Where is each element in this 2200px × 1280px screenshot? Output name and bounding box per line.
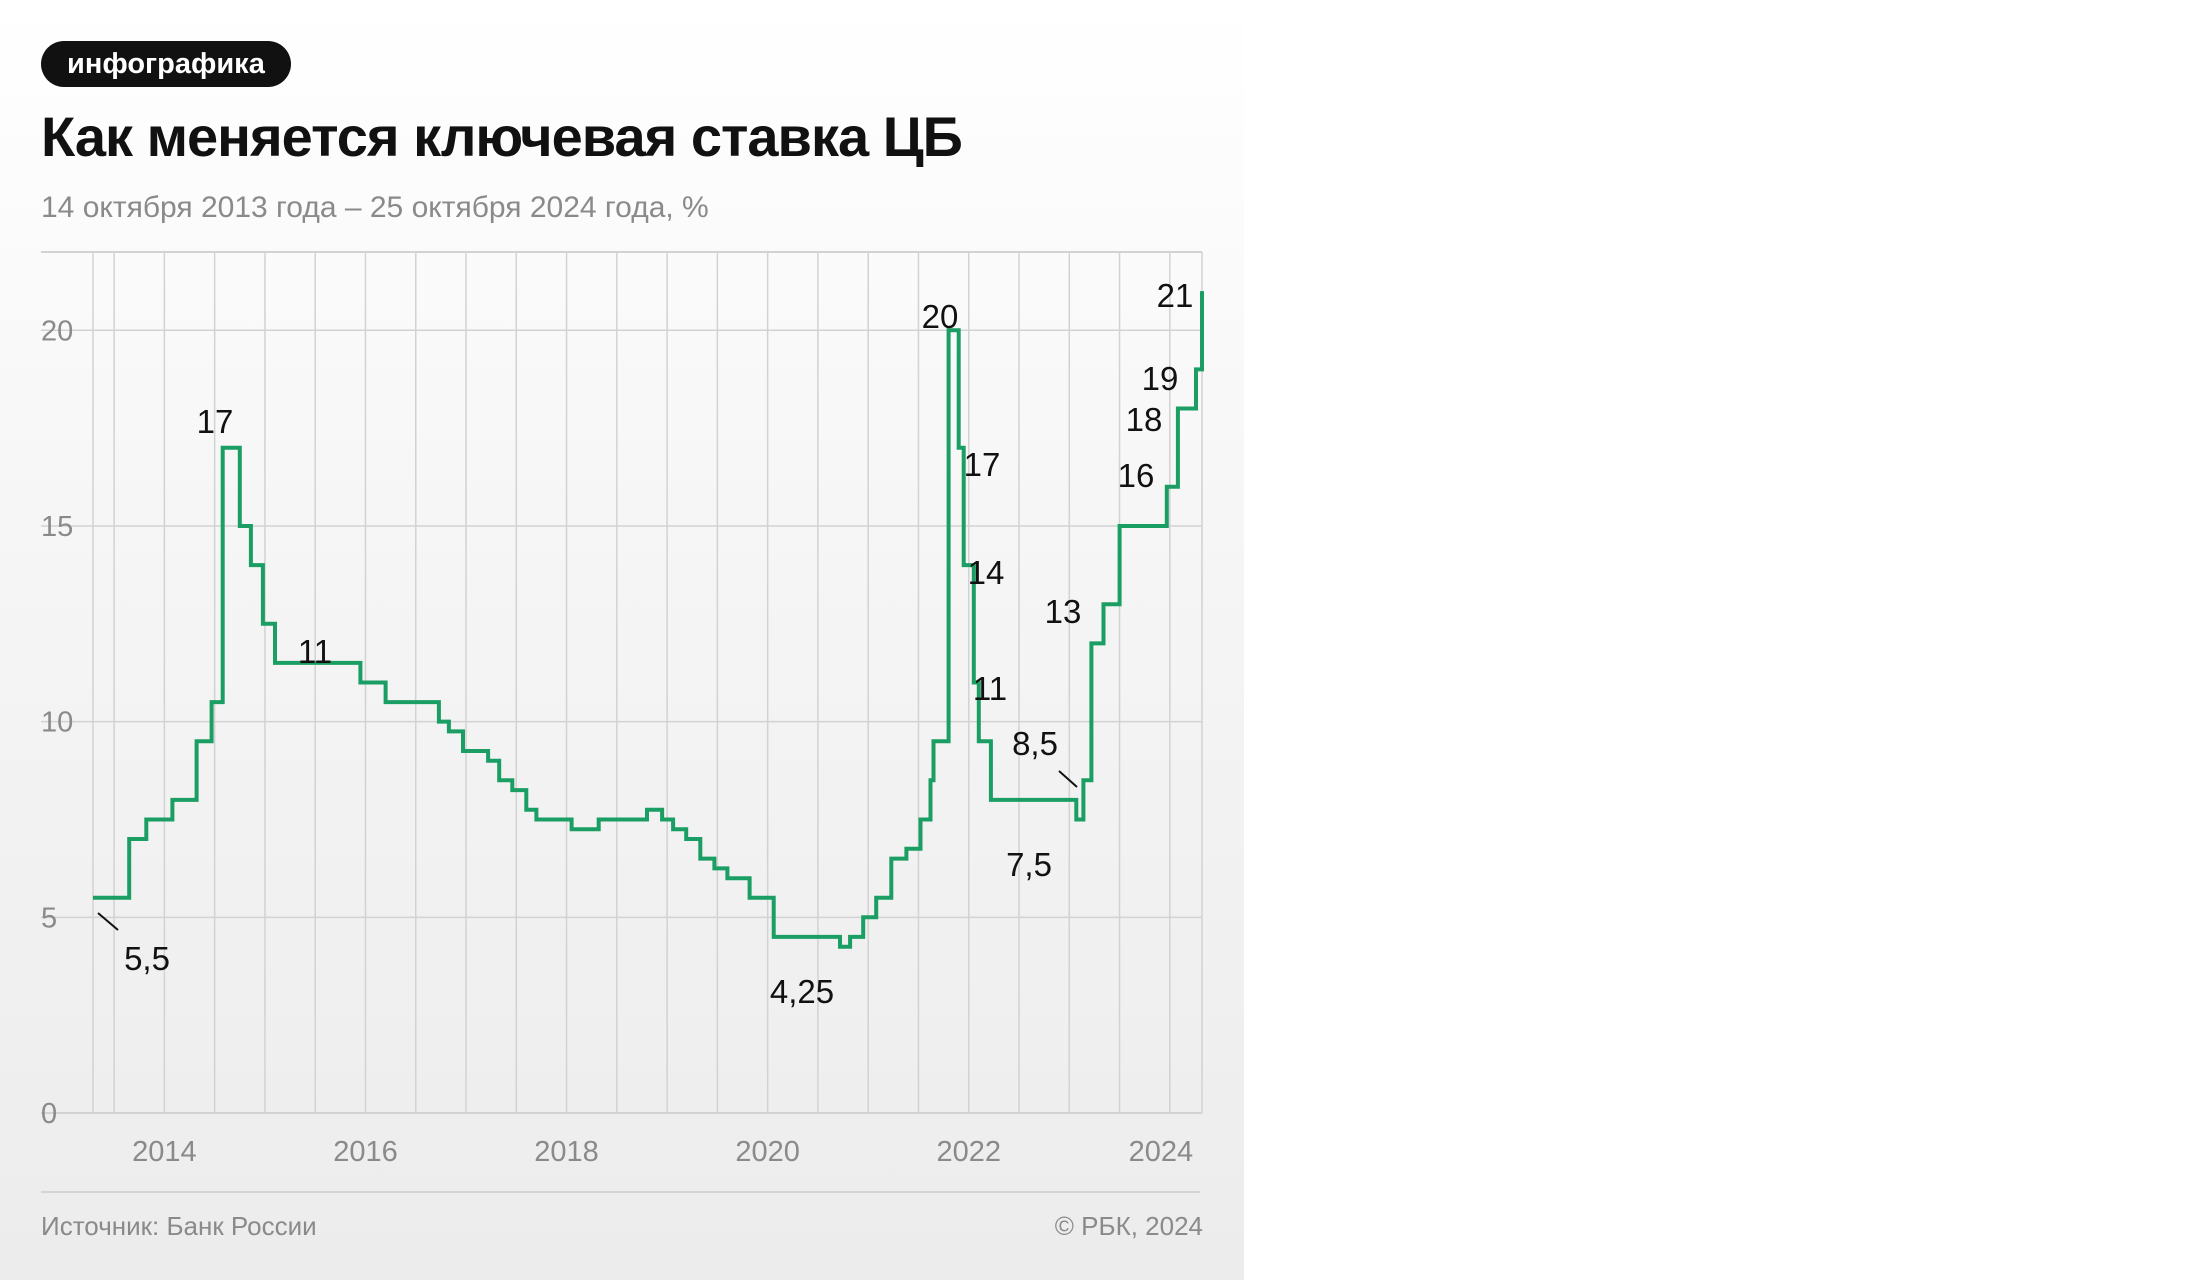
data-label: 8,5 [1012, 725, 1058, 762]
data-label: 5,5 [124, 940, 170, 977]
chart-axes: 0 5 10 15 20 2014 2016 2018 2020 2022 2024 [41, 315, 1193, 1168]
data-label: 21 [1157, 277, 1194, 314]
copyright-note: © РБК, 2024 [1054, 1211, 1203, 1241]
chart-subtitle: 14 октября 2013 года – 25 октября 2024 г… [41, 191, 709, 224]
y-tick-label: 5 [41, 902, 57, 934]
y-tick-label: 0 [41, 1098, 57, 1130]
data-label: 4,25 [770, 973, 834, 1010]
y-tick-label: 10 [41, 707, 73, 739]
data-label: 17 [964, 446, 1001, 483]
y-tick-label: 20 [41, 315, 73, 347]
x-tick-label: 2018 [534, 1136, 599, 1168]
key-rate-series-line [93, 291, 1204, 949]
chart-title: Как меняется ключевая ставка ЦБ [41, 105, 963, 168]
data-label: 11 [298, 633, 332, 670]
data-label: 16 [1118, 457, 1155, 494]
chart-grid [41, 251, 1203, 1114]
y-tick-label: 15 [41, 511, 73, 543]
data-label: 13 [1045, 593, 1082, 630]
x-tick-label: 2024 [1129, 1136, 1194, 1168]
footer-divider [41, 1191, 1200, 1193]
data-label: 19 [1142, 360, 1179, 397]
chart-data-labels: 5,5 17 11 4,25 20 17 14 11 7,5 8,5 13 16 18 19 21 [97, 277, 1194, 1010]
source-note: Источник: Банк России [41, 1211, 317, 1241]
x-tick-label: 2016 [333, 1136, 398, 1168]
x-tick-label: 2022 [936, 1136, 1001, 1168]
chart-line-layer [92, 291, 1204, 949]
data-label: 17 [197, 403, 234, 440]
infographic-card: инфографика Как меняется ключевая ставка… [0, 0, 1244, 1280]
x-tick-label: 2014 [132, 1136, 197, 1168]
data-label: 14 [968, 554, 1005, 591]
data-label-leader [1058, 770, 1078, 788]
data-label: 20 [922, 298, 959, 335]
data-label: 18 [1126, 401, 1163, 438]
data-label: 11 [973, 670, 1007, 707]
infographic-tag: инфографика [41, 41, 291, 87]
data-label-leader [97, 912, 119, 931]
x-tick-label: 2020 [735, 1136, 800, 1168]
data-label: 7,5 [1006, 846, 1052, 883]
